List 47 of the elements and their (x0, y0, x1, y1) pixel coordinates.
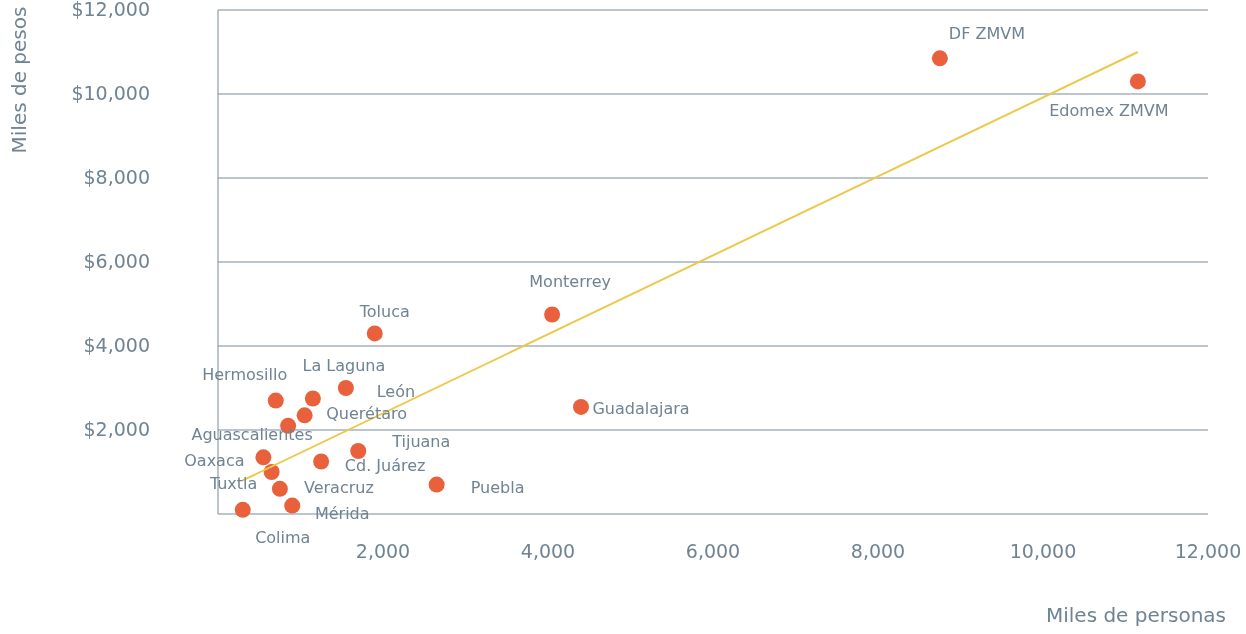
annotation: La Laguna (302, 356, 386, 375)
x-tick-label: 10,000 (1009, 539, 1077, 562)
y-tick-label: $8,000 (83, 165, 150, 188)
x-tick-label: 6,000 (685, 539, 741, 562)
annotation: Veracruz (303, 478, 374, 498)
x-tick-label: 2,000 (355, 539, 411, 562)
point (337, 380, 354, 396)
point (544, 306, 561, 323)
point (304, 390, 321, 407)
point (284, 497, 301, 514)
x-axis-title: Miles de personas (1045, 602, 1226, 627)
annotation: Monterrey (529, 272, 611, 291)
annotation: Toluca (358, 301, 410, 321)
y-tick-label: $2,000 (83, 417, 150, 440)
annotation: Guadalajara (592, 399, 690, 419)
point (234, 501, 251, 518)
y-tick-label: $12,000 (71, 0, 150, 20)
y-tick-label: $10,000 (71, 81, 150, 104)
point (313, 453, 330, 470)
point (366, 325, 383, 342)
annotation: Tijuana (391, 431, 451, 451)
annotation: Tuxtla (208, 473, 258, 493)
annotation: Oaxaca (184, 450, 245, 470)
point (296, 407, 313, 424)
annotation: Edomex ZMVM (1049, 100, 1169, 120)
y-axis-title: Miles de pesos (6, 6, 31, 154)
y-tick-label: $4,000 (83, 333, 150, 356)
annotation: Mérida (314, 504, 370, 524)
annotation: Aguascalientes (191, 425, 313, 445)
x-tick-label: 4,000 (520, 539, 576, 562)
annotation: Colima (255, 528, 311, 548)
point (428, 476, 445, 493)
point (255, 449, 272, 466)
annotation: León (376, 381, 416, 401)
annotation: DF ZMVM (948, 23, 1025, 43)
annotation: Hermosillo (202, 365, 288, 385)
point (271, 480, 288, 497)
annotation: Puebla (470, 478, 525, 498)
point (350, 443, 367, 459)
annotation: Cd. Juárez (344, 456, 426, 475)
point (1129, 73, 1146, 90)
x-tick-label: 12,000 (1174, 539, 1242, 562)
point (931, 50, 948, 67)
x-tick-label: 8,000 (850, 539, 906, 562)
point (573, 398, 589, 415)
y-tick-label: $6,000 (83, 249, 150, 272)
point (267, 392, 284, 409)
